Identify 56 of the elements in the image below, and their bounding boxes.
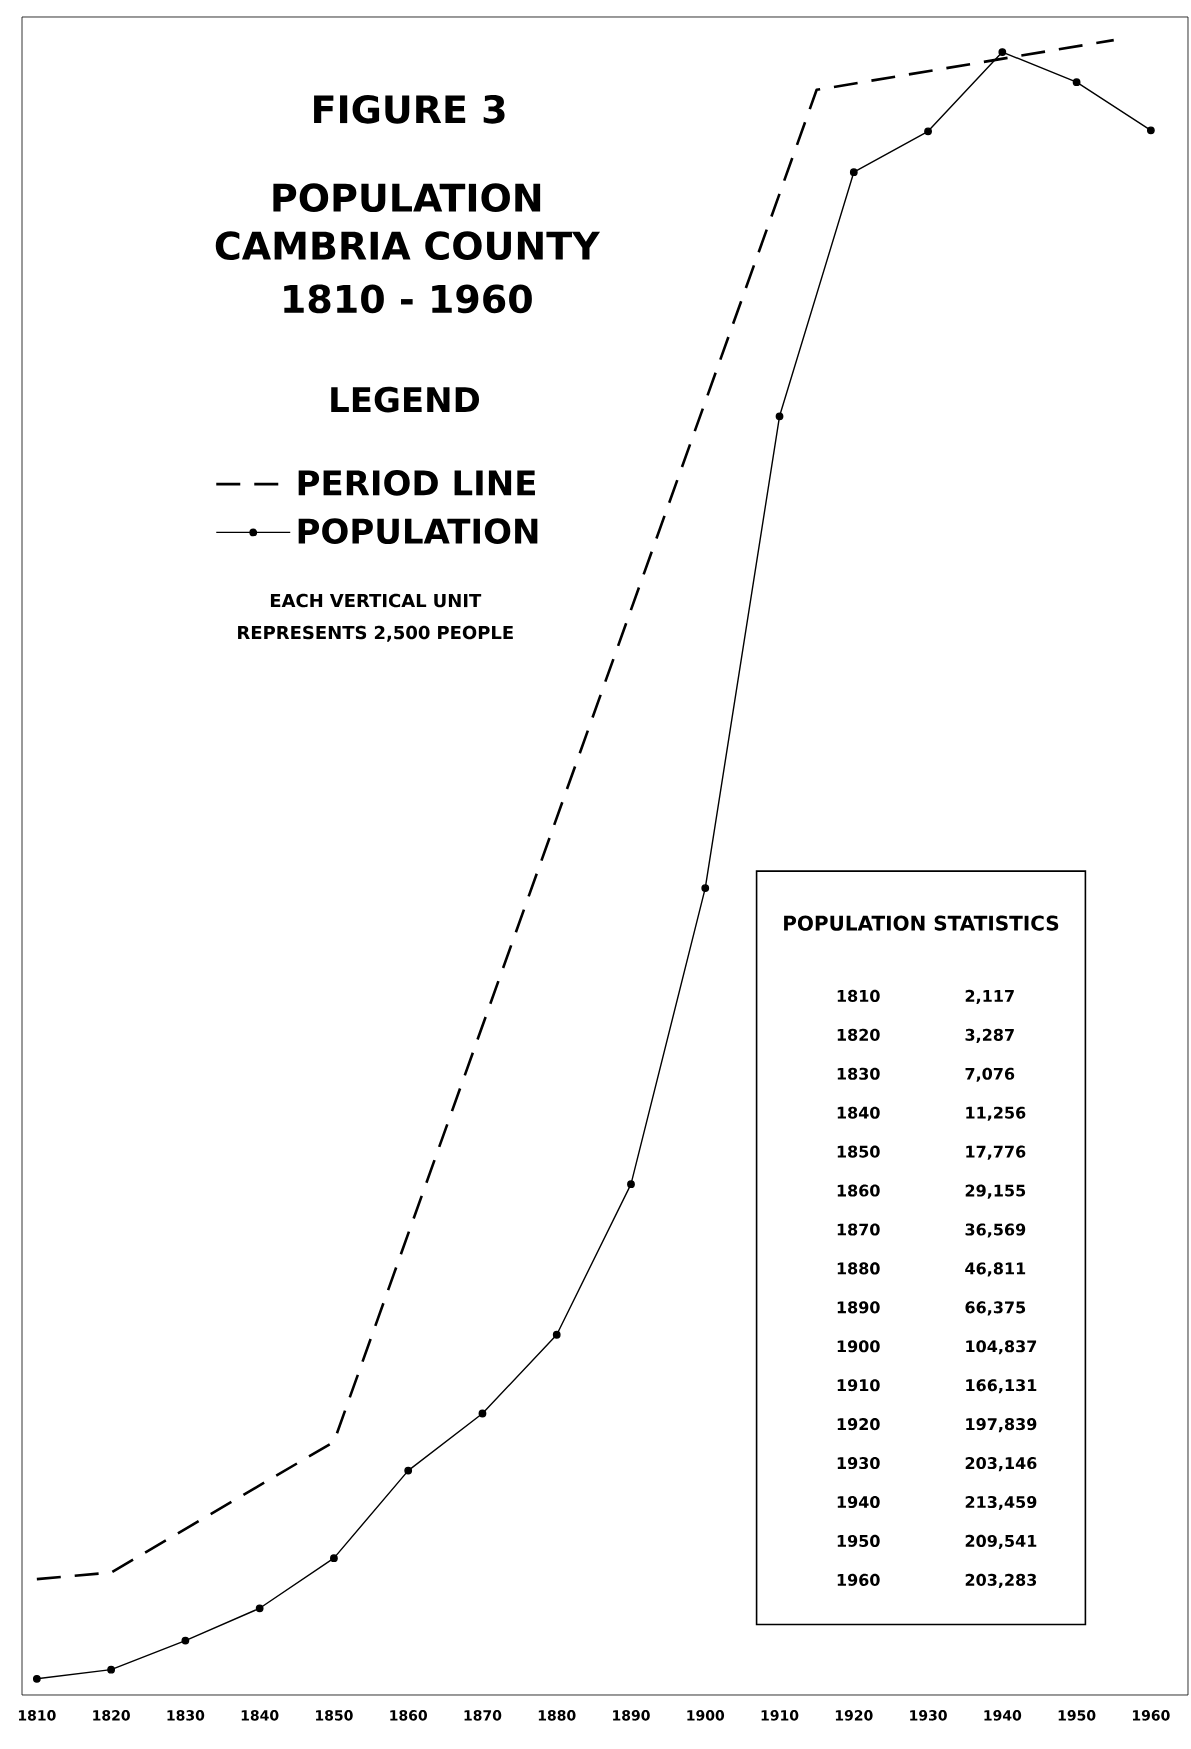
x-tick-label: 1850 xyxy=(316,1710,353,1721)
point xyxy=(552,1330,561,1339)
x-tick-label: 1910 xyxy=(761,1710,799,1721)
x-tick-label: 1840 xyxy=(241,1710,279,1721)
point xyxy=(924,127,932,136)
point xyxy=(255,1604,264,1613)
point xyxy=(1146,126,1155,135)
annotation: FIGURE 3 xyxy=(314,94,505,124)
text: 1890 66,375 xyxy=(837,1301,1026,1316)
point xyxy=(32,1674,41,1683)
text: 1960 203,283 xyxy=(837,1573,1037,1588)
text: 1840 11,256 xyxy=(837,1106,1026,1121)
x-tick-label: 1810 xyxy=(18,1710,56,1721)
text: 1950 209,541 xyxy=(837,1534,1037,1550)
text: 1930 203,146 xyxy=(837,1457,1037,1472)
text: 1870 36,569 xyxy=(837,1223,1026,1238)
x-tick-label: 1880 xyxy=(538,1710,576,1721)
text: POPULATION CAMBRIA COUNTY xyxy=(215,183,601,261)
x-tick-label: 1820 xyxy=(93,1710,130,1721)
text: 1900 104,837 xyxy=(837,1340,1037,1355)
x-tick-label: 1960 xyxy=(1132,1710,1170,1721)
x-tick-label: 1900 xyxy=(687,1710,725,1721)
text: 1850 17,776 xyxy=(837,1145,1026,1160)
x-tick-label: 1950 xyxy=(1058,1710,1096,1721)
text: 1920 197,839 xyxy=(837,1418,1037,1433)
text: 1880 46,811 xyxy=(837,1262,1026,1277)
legend-label: PERIOD LINE xyxy=(298,470,535,496)
point xyxy=(181,1636,190,1645)
text: 1810 2,117 xyxy=(837,989,1014,1004)
x-tick-label: 1830 xyxy=(167,1710,205,1721)
x-tick-label: 1890 xyxy=(613,1710,650,1721)
point xyxy=(701,884,710,892)
text: 1940 213,459 xyxy=(837,1495,1037,1511)
point xyxy=(627,1180,635,1189)
point xyxy=(107,1665,116,1674)
text: 1860 29,155 xyxy=(837,1184,1026,1199)
point xyxy=(849,168,858,177)
point xyxy=(998,48,1007,56)
text: 1910 166,131 xyxy=(837,1379,1037,1394)
legend-title: LEGEND xyxy=(331,386,480,413)
point xyxy=(1072,78,1081,87)
annotation: POPULATION STATISTICS xyxy=(784,915,1059,931)
x-tick-label: 1870 xyxy=(464,1710,502,1721)
point xyxy=(330,1554,338,1563)
x-tick-label: 1920 xyxy=(835,1710,873,1721)
point xyxy=(404,1466,413,1475)
text: 1830 7,076 xyxy=(837,1067,1015,1082)
x-tick-label: 1860 xyxy=(390,1710,428,1721)
annotation: EACH VERTICAL UNIT REPRESENTS 2,500 PEOPLE xyxy=(238,593,513,642)
x-tick-label: 1930 xyxy=(910,1710,947,1721)
x-tick-label: 1940 xyxy=(984,1710,1022,1721)
point xyxy=(775,412,784,421)
text: 1810 - 1960 xyxy=(284,284,532,314)
legend-label: POPULATION xyxy=(298,518,538,544)
text: 1820 3,287 xyxy=(837,1028,1014,1043)
point xyxy=(478,1409,487,1418)
